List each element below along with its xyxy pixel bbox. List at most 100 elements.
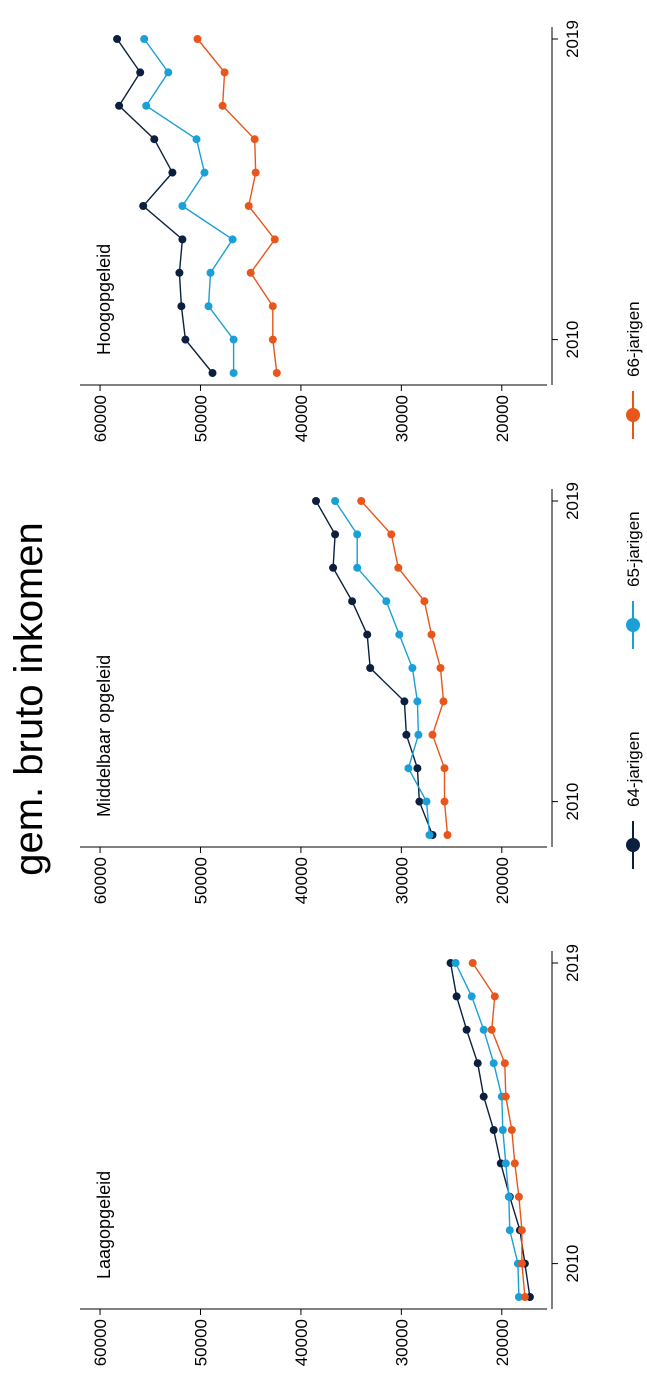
data-point	[440, 797, 449, 806]
data-point	[181, 335, 190, 344]
series-66-jarigen	[468, 959, 529, 1301]
data-point	[178, 202, 187, 210]
y-tick-label: 50000	[191, 857, 210, 904]
series-66-jarigen	[357, 497, 452, 839]
y-tick-label: 60000	[91, 395, 110, 442]
data-point	[400, 697, 409, 706]
y-tick-label: 40000	[292, 395, 311, 442]
legend-label: 64-jarigen	[624, 731, 643, 807]
series-64-jarigen	[312, 497, 437, 839]
y-tick-label: 20000	[493, 1319, 512, 1366]
series-64-jarigen	[113, 35, 217, 377]
data-point	[220, 68, 229, 77]
y-tick-label: 30000	[392, 857, 411, 904]
data-point	[439, 697, 448, 706]
data-point	[229, 335, 238, 344]
data-point	[140, 35, 149, 43]
data-point	[268, 335, 277, 344]
legend-marker	[626, 838, 640, 852]
x-tick-label: 2010	[563, 321, 582, 359]
series-line	[116, 38, 214, 374]
data-point	[517, 1226, 526, 1235]
data-point	[487, 1025, 496, 1034]
legend-label: 66-jarigen	[624, 301, 643, 377]
data-point	[468, 959, 477, 967]
data-point	[479, 1025, 488, 1034]
data-point	[505, 1226, 514, 1235]
data-point	[113, 35, 122, 43]
x-tick-label: 2019	[563, 944, 582, 982]
data-point	[402, 730, 411, 739]
data-point	[139, 202, 148, 210]
y-tick-label: 40000	[292, 857, 311, 904]
legend-entry-66-jarigen: 66-jarigen	[624, 301, 643, 439]
data-point	[270, 235, 279, 244]
data-point	[175, 268, 184, 277]
data-point	[229, 369, 238, 377]
panel-title: Hoogopgeleid	[94, 244, 114, 355]
data-point	[443, 831, 452, 839]
data-point	[415, 797, 424, 806]
data-point	[436, 664, 445, 672]
data-point	[440, 764, 449, 773]
data-point	[218, 101, 227, 110]
x-tick-label: 2019	[563, 20, 582, 58]
data-point	[192, 135, 201, 144]
series-65-jarigen	[331, 497, 434, 839]
data-point	[177, 302, 186, 311]
data-point	[408, 664, 417, 672]
legend-marker	[626, 618, 640, 632]
chart-panels: Laagopgeleid 60000 50000 40000 30000 20000 201…	[80, 20, 582, 1366]
y-tick-label: 20000	[493, 857, 512, 904]
data-point	[489, 1059, 498, 1068]
data-point	[514, 1192, 523, 1201]
legend-marker	[626, 408, 640, 422]
data-point	[425, 831, 434, 839]
data-point	[452, 992, 461, 1001]
data-point	[451, 959, 460, 967]
data-point	[517, 1259, 526, 1268]
data-point	[251, 168, 260, 177]
x-tick-label: 2019	[563, 482, 582, 520]
data-point	[394, 563, 403, 572]
legend-entry-65-jarigen: 65-jarigen	[624, 511, 643, 649]
data-point	[498, 1126, 507, 1134]
data-point	[357, 497, 366, 505]
y-tick-label: 50000	[191, 395, 210, 442]
data-point	[462, 1025, 471, 1034]
data-point	[520, 1293, 529, 1301]
data-point	[427, 630, 436, 639]
data-point	[422, 797, 431, 806]
data-point	[331, 530, 340, 539]
data-point	[206, 268, 215, 277]
data-point	[150, 135, 159, 144]
data-point	[353, 563, 362, 572]
series-line	[143, 38, 235, 373]
panel-hoogopgeleid: Hoogopgeleid 60000 50000 40000 30000 20000 201…	[80, 20, 582, 442]
data-point	[428, 730, 437, 739]
series-64-jarigen	[446, 959, 534, 1301]
data-point	[413, 697, 422, 706]
data-point	[501, 1092, 510, 1101]
panel-laagopgeleid: Laagopgeleid 60000 50000 40000 30000 20000 201…	[80, 944, 582, 1366]
data-point	[514, 1293, 523, 1301]
panel-title: Middelbaar opgeleid	[94, 655, 114, 817]
data-point	[467, 992, 476, 1001]
data-point	[272, 369, 281, 377]
data-point	[504, 1192, 513, 1201]
data-point	[387, 530, 396, 539]
panel-title: Laagopgeleid	[94, 1171, 114, 1279]
series-65-jarigen	[140, 35, 238, 377]
data-point	[489, 1126, 498, 1134]
data-point	[348, 597, 357, 606]
series-66-jarigen	[193, 35, 281, 377]
data-point	[208, 369, 217, 377]
rotated-chart: gem. bruto inkomen Laagopgeleid 60000 5000…	[7, 20, 643, 1366]
data-point	[250, 135, 259, 144]
data-point	[473, 1059, 482, 1068]
x-tick-label: 2010	[563, 1245, 582, 1283]
y-tick-label: 60000	[91, 1319, 110, 1366]
legend-label: 65-jarigen	[624, 511, 643, 587]
data-point	[193, 35, 202, 43]
